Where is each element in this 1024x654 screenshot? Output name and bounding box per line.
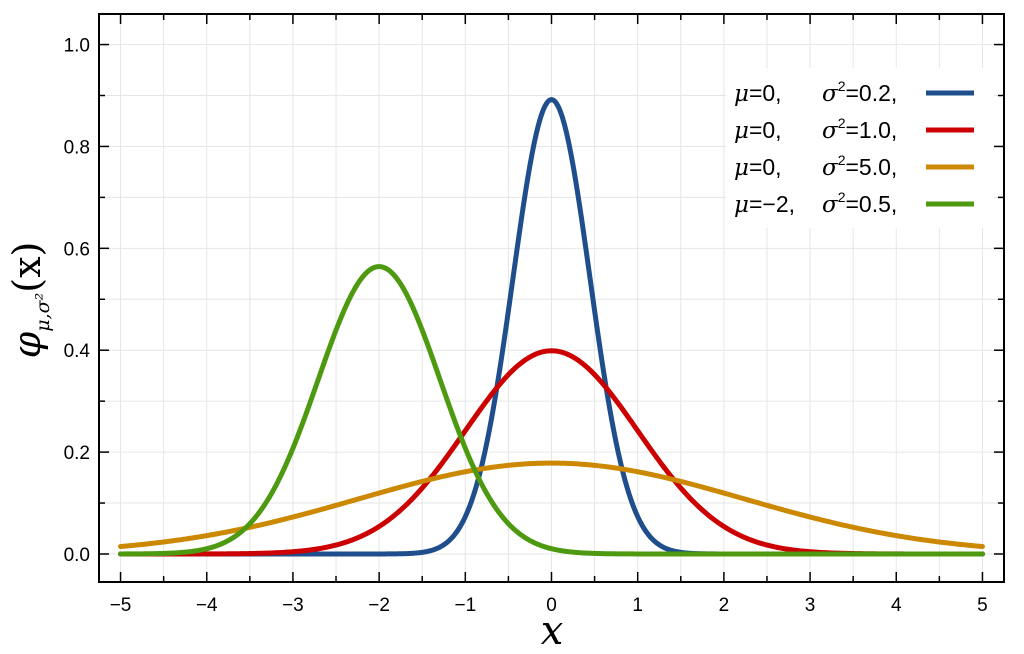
x-tick-label: −3 [282, 595, 304, 616]
plot-border [98, 13, 1005, 583]
y-axis-title-subscript: μ,σ² [32, 293, 54, 332]
y-tick-label: 0.4 [64, 341, 91, 362]
x-tick-label: 2 [719, 595, 730, 616]
legend-variance-label: σ2=0.2, [822, 78, 897, 107]
x-tick-label: 4 [891, 595, 902, 616]
legend-variance-label: σ2=5.0, [822, 152, 897, 181]
y-tick-label: 0.6 [64, 239, 90, 260]
y-tick-label: 0.0 [64, 545, 90, 566]
x-tick-label: −1 [454, 595, 476, 616]
x-tick-label: −4 [196, 595, 218, 616]
y-tick-label: 0.8 [64, 137, 90, 158]
legend-entry: μ=0, σ2=0.2, [734, 78, 974, 107]
y-tick-label: 0.2 [64, 443, 90, 464]
legend-mu-label: μ=0, [734, 154, 782, 181]
legend-mu-label: μ=0, [734, 117, 782, 144]
legend-variance-label: σ2=0.5, [822, 189, 897, 218]
y-axis-title: φμ,σ²(x) [5, 242, 54, 359]
y-axis-title-argument: (x) [5, 242, 49, 293]
x-tick-label: 1 [632, 595, 643, 616]
legend-mu-label: μ=0, [734, 80, 782, 107]
x-tick-label: 3 [805, 595, 816, 616]
series-line [118, 460, 985, 550]
legend-entry: μ=0, σ2=5.0, [734, 152, 974, 181]
x-tick-label: 5 [977, 595, 988, 616]
y-tick-labels: 0.0 0.2 0.4 0.6 0.8 1.0 [64, 36, 91, 566]
x-tick-label: −5 [110, 595, 132, 616]
svg-text:φμ,σ²(x): φμ,σ²(x) [5, 242, 54, 359]
y-axis-title-symbol: φ [5, 331, 49, 358]
legend-entry: μ=−2, σ2=0.5, [734, 189, 974, 218]
series-curves [118, 97, 985, 557]
legend-mu-label: μ=−2, [734, 191, 795, 218]
x-tick-labels: −5 −4 −3 −2 −1 0 1 2 3 4 5 [110, 595, 988, 616]
x-tick-label: 0 [546, 595, 557, 616]
legend: μ=0, σ2=0.2, μ=0, σ2=1.0, μ=0, σ2=5.0, μ=−2, σ2… [726, 68, 994, 228]
series-line [118, 264, 985, 557]
x-tick-label: −2 [368, 595, 390, 616]
y-tick-label: 1.0 [64, 36, 90, 57]
legend-entry: μ=0, σ2=1.0, [734, 115, 974, 144]
legend-variance-label: σ2=1.0, [822, 115, 897, 144]
x-axis-title: x [541, 608, 564, 654]
